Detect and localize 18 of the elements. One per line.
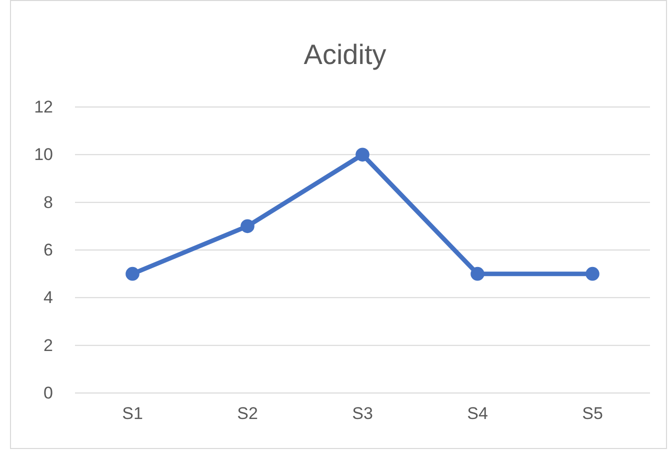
y-tick-label: 4 [44, 288, 53, 308]
y-tick-label: 0 [44, 383, 53, 402]
y-tick-label: 8 [44, 192, 53, 212]
y-tick-label: 6 [44, 240, 53, 260]
y-tick-label: 12 [34, 97, 53, 116]
point [356, 148, 370, 162]
y-tick-label: 10 [34, 145, 53, 164]
x-tick-label: S1 [122, 404, 143, 424]
y-tick-label: 2 [44, 336, 53, 355]
point [240, 219, 254, 234]
x-tick-label: S5 [582, 404, 603, 424]
point [126, 266, 140, 281]
chart-title: Acidity [304, 39, 386, 70]
point [470, 266, 484, 281]
x-tick-label: S4 [467, 404, 488, 424]
point [586, 266, 600, 281]
x-tick-label: S3 [352, 404, 373, 424]
x-tick-label: S2 [237, 404, 258, 424]
